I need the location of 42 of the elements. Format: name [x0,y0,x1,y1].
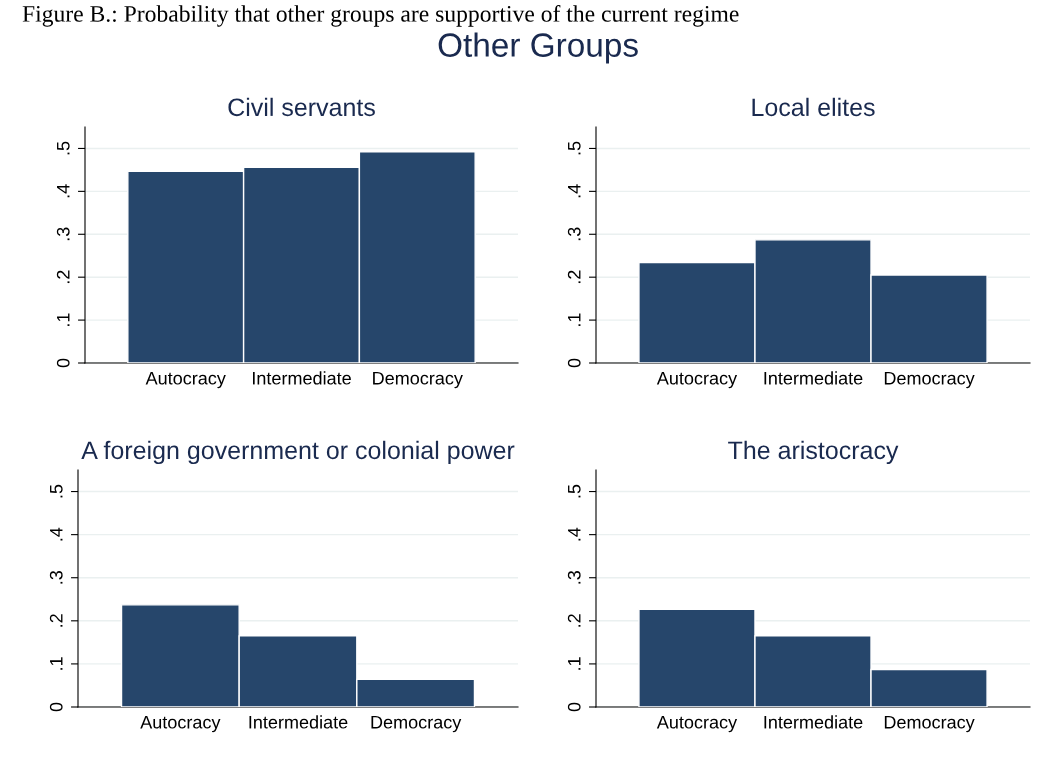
y-tick-label: .5 [50,484,63,498]
y-tick-label: .5 [57,141,70,155]
x-tick-label: Democracy [884,716,975,733]
chart-title: The aristocracy [728,440,899,465]
y-tick-label: 0 [567,702,581,712]
x-tick-label: Autocracy [656,716,738,733]
y-tick-label: .3 [56,227,70,241]
x-tick-label: Democracy [373,372,463,389]
y-tick-label: .3 [49,570,63,584]
y-tick-label: .3 [567,570,581,584]
x-tick-label: Intermediate [764,715,863,729]
y-tick-label: .4 [57,184,70,198]
y-tick-label: 0 [56,358,70,368]
text: Figure B.: Probability that other groups are supportive of the current regime [22,5,739,27]
chart-title: A foreign government or colonial power [81,440,515,465]
x-tick-label: Intermediate [249,715,348,729]
y-tick-label: 0 [49,702,63,712]
chart-title: Civil servants [228,97,375,117]
x-tick-label: Intermediate [764,371,863,385]
y-tick-label: .2 [49,614,63,627]
x-tick-label: Autocracy [656,372,738,389]
x-tick-label: Intermediate [252,371,351,385]
y-tick-label: .3 [567,227,581,241]
x-tick-label: Democracy [371,716,462,733]
y-tick-label: .1 [50,657,63,670]
y-tick-label: .4 [568,184,581,198]
y-tick-label: .1 [57,313,70,326]
y-tick-label: .4 [50,527,63,541]
y-tick-label: .5 [568,141,581,155]
y-tick-label: .2 [56,270,70,284]
y-tick-label: .2 [567,614,581,627]
y-tick-label: .4 [568,527,581,541]
y-tick-label: .5 [568,484,581,498]
y-tick-label: .1 [568,657,581,670]
x-tick-label: Democracy [884,372,975,389]
y-tick-label: 0 [567,358,581,368]
y-tick-label: .2 [567,270,581,284]
chart-title: Local elites [752,97,875,117]
text: Other Groups [438,32,638,64]
x-tick-label: Autocracy [140,716,221,733]
y-tick-label: .1 [568,313,581,326]
x-tick-label: Autocracy [145,372,226,389]
